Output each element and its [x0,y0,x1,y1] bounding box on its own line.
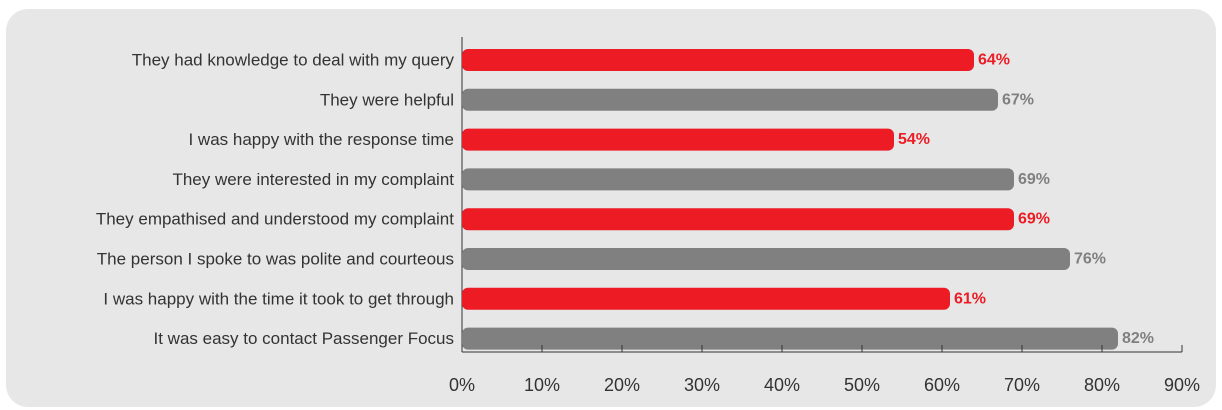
x-tick-label: 20% [604,375,640,395]
x-tick-label: 70% [1004,375,1040,395]
x-tick-label: 30% [684,375,720,395]
category-label: They were interested in my complaint [172,170,454,189]
value-label: 82% [1122,330,1154,347]
bar [462,128,894,151]
category-label: It was easy to contact Passenger Focus [154,329,454,348]
category-label: They empathised and understood my compla… [96,210,454,229]
value-label: 69% [1018,211,1050,228]
x-ticks-group: 0% 10% 20% 30% 40% 50% 60% 70% 80% 90% [449,345,1200,395]
category-label: I was happy with the response time [188,130,454,149]
value-label: 69% [1018,171,1050,188]
x-tick-label: 80% [1084,375,1120,395]
category-label: They were helpful [320,90,454,109]
value-label: 61% [954,290,986,307]
bar [462,49,974,71]
bar [462,287,950,310]
bar [462,88,998,111]
category-label: They had knowledge to deal with my query [132,51,455,70]
bars-group: They had knowledge to deal with my query… [96,49,1154,350]
x-tick-label: 0% [449,375,475,395]
x-tick-label: 90% [1164,375,1200,395]
bar [462,327,1118,350]
x-tick-label: 50% [844,375,880,395]
bar [462,208,1014,231]
x-tick-label: 10% [524,375,560,395]
x-tick-label: 40% [764,375,800,395]
category-label: I was happy with the time it took to get… [103,289,454,308]
value-label: 64% [978,52,1010,69]
value-label: 54% [898,131,930,148]
value-label: 67% [1002,91,1034,108]
value-label: 76% [1074,251,1106,268]
category-label: The person I spoke to was polite and cou… [97,250,454,269]
bar [462,168,1014,191]
x-tick-label: 60% [924,375,960,395]
bar [462,248,1070,270]
